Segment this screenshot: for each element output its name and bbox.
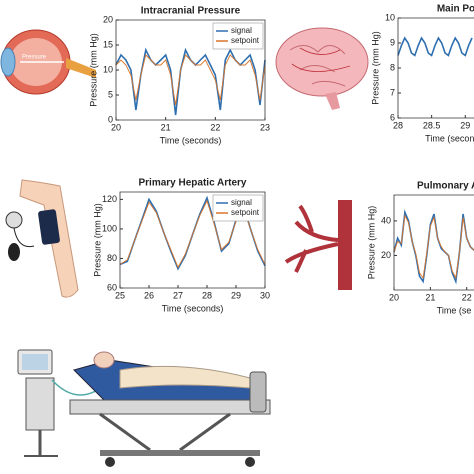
- x-tick-label: 27: [173, 290, 183, 300]
- chart: Primary Hepatic Artery 60 80 100 120 25 26 27 28…: [92, 178, 270, 314]
- chart-title: Intracranial Pressure: [141, 6, 241, 17]
- plot-frame: [397, 17, 474, 119]
- chart-title: Pulmonary Arte: [417, 181, 474, 192]
- x-tick-label: 20: [111, 122, 121, 132]
- x-tick-label: 30: [260, 290, 270, 300]
- y-tick-label: 8: [390, 62, 395, 72]
- y-tick-label: 15: [103, 39, 113, 49]
- x-tick-label: 23: [260, 122, 270, 132]
- eye-label: Pressure: [22, 55, 47, 61]
- plot-frame: [119, 191, 266, 289]
- chart-title: Main Po: [437, 4, 474, 15]
- artery-illustration: [284, 200, 352, 290]
- x-tick-label: 28: [202, 290, 212, 300]
- eye-illustration: Pressure: [0, 29, 96, 95]
- y-tick-label: 60: [107, 282, 117, 292]
- x-tick-label: 26: [144, 290, 154, 300]
- arm-illustration: [5, 179, 79, 298]
- y-tick-label: 0: [108, 114, 113, 124]
- y-tick-label: 7: [390, 87, 395, 97]
- plot-frame: [115, 19, 266, 121]
- patient-illustration: [17, 349, 271, 467]
- y-axis-label: Pressure (mm Hg): [88, 33, 98, 107]
- y-tick-label: 100: [102, 223, 117, 233]
- y-tick-label: 10: [385, 12, 395, 22]
- chart-title: Primary Hepatic Artery: [138, 178, 246, 189]
- x-tick-label: 21: [161, 122, 171, 132]
- y-tick-label: 80: [107, 253, 117, 263]
- legend-label: signal: [231, 26, 252, 35]
- chart: Pulmonary Arte 20 40 20 21 22 Time (se Pressure…: [366, 181, 474, 315]
- legend-label: setpoint: [231, 36, 260, 45]
- x-tick-label: 28.5: [423, 120, 441, 130]
- y-tick-label: 20: [381, 250, 391, 260]
- legend-label: signal: [231, 198, 252, 207]
- y-axis-label: Pressure (mm Hg): [370, 31, 380, 105]
- x-tick-label: 21: [425, 292, 435, 302]
- chart: Intracranial Pressure 0 5 10 15 20 20 21 22 23 Tim…: [88, 6, 270, 146]
- series-line: [397, 36, 473, 57]
- legend-label: setpoint: [231, 208, 260, 217]
- x-tick-label: 22: [462, 292, 472, 302]
- chart: Main Po 6 7 8 9 10 28 28.5 29 Time (seconds) Press…: [370, 4, 474, 143]
- x-tick-label: 20: [389, 292, 399, 302]
- y-tick-label: 10: [103, 64, 113, 74]
- y-tick-label: 9: [390, 37, 395, 47]
- series-line: [393, 209, 474, 285]
- x-tick-label: 29: [231, 290, 241, 300]
- y-tick-label: 6: [390, 112, 395, 122]
- x-axis-label: Time (seconds): [425, 133, 474, 143]
- y-tick-label: 5: [108, 89, 113, 99]
- x-tick-label: 28: [393, 120, 403, 130]
- series-line: [115, 54, 266, 106]
- legend-box: [212, 22, 264, 50]
- plot-frame: [393, 194, 474, 291]
- legend-box: [212, 194, 264, 222]
- x-axis-label: Time (seconds): [162, 303, 224, 313]
- y-axis-label: Pressure (mm Hg): [92, 203, 102, 277]
- x-tick-label: 22: [210, 122, 220, 132]
- x-tick-label: 25: [115, 290, 125, 300]
- y-tick-label: 40: [381, 215, 391, 225]
- x-axis-label: Time (se: [437, 305, 472, 315]
- brain-illustration: [275, 27, 369, 110]
- series-line: [393, 214, 474, 280]
- y-axis-label: Pressure (mm Hg): [366, 206, 376, 280]
- x-axis-label: Time (seconds): [160, 135, 222, 145]
- y-tick-label: 120: [102, 194, 117, 204]
- y-tick-label: 20: [103, 14, 113, 24]
- x-tick-label: 29: [460, 120, 470, 130]
